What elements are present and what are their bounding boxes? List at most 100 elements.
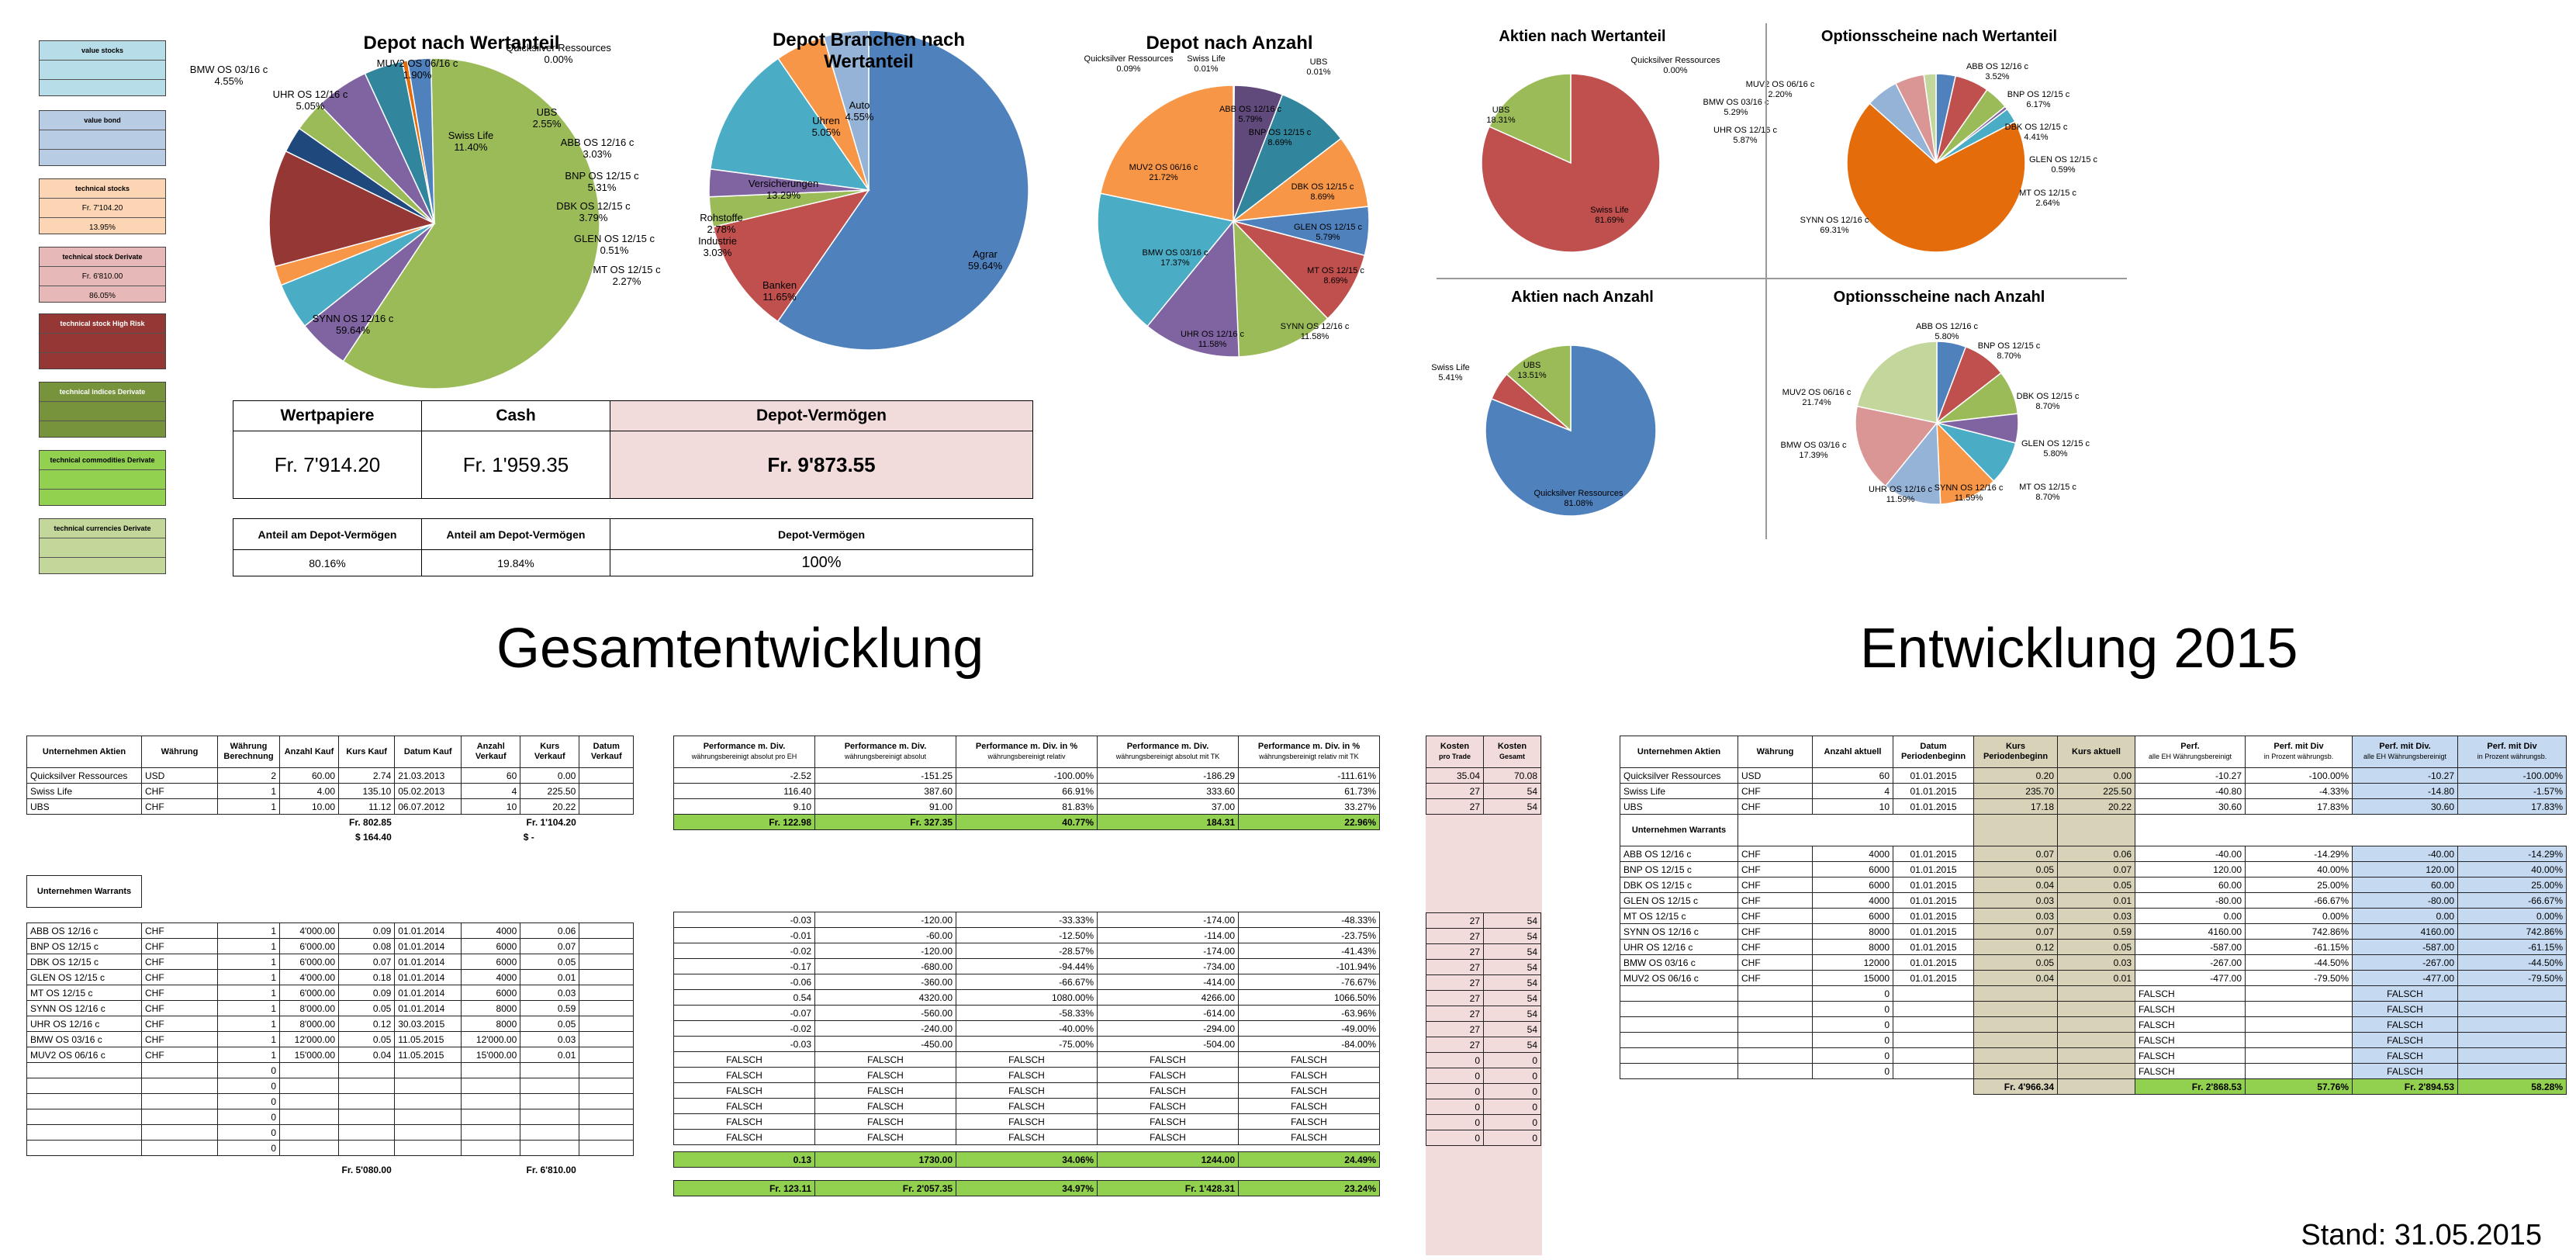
table-row: 27 54 [1426, 990, 1541, 1006]
table-cell: 01.01.2014 [394, 938, 462, 954]
pie-label: BMW OS 03/16 c 17.37% [1143, 248, 1208, 268]
table-cell: -1.57% [2457, 783, 2567, 799]
table-row: Fr. 802.85 Fr. 1'104.20 [27, 815, 634, 830]
table-cell: -560.00 [814, 1005, 956, 1021]
table-cell: FALSCH [956, 1051, 1098, 1068]
pie-label-value: 0.09% [1116, 64, 1141, 74]
table-cell: CHF [141, 969, 218, 985]
table-cell [461, 1062, 521, 1078]
table-row: 0 [1620, 1001, 2135, 1017]
pie-label: DBK OS 12/15 c 8.69% [1291, 182, 1354, 202]
table-cell: 17.18 [1973, 798, 2058, 815]
table-cell: 15'000.00 [461, 1047, 521, 1063]
table-cell: 1 [217, 938, 280, 954]
table-row: BMW OS 03/16 c CHF 1 12'000.00 0.05 11.05.201… [26, 1031, 634, 1047]
table-cell: 27 [1426, 912, 1484, 929]
table-cell: Perf. mit Div. alle EH Währungsbereinigt [2352, 736, 2458, 768]
table-cell: FALSCH [1238, 1113, 1380, 1130]
spacer-cell [520, 1156, 579, 1163]
table-cell: MUV2 OS 06/16 c [26, 1047, 142, 1063]
pie-label-value: 2.20% [1768, 90, 1793, 99]
table-cell [520, 1093, 580, 1109]
table-cell [461, 1140, 521, 1156]
table-cell: 27 [1426, 974, 1484, 991]
table-cell: -48.33% [1238, 912, 1380, 928]
table-row: 60.00 25.00% 60.00 25.00% [2135, 877, 2567, 893]
table-cell: ABB OS 12/16 c [1620, 846, 1738, 862]
table-cell: 4160.00 [2352, 923, 2458, 940]
table-cell [579, 829, 634, 844]
summary-sub-value: 19.84% [421, 549, 610, 576]
pie-label-value: 5.31% [587, 182, 617, 193]
pie-label-value: 8.69% [1310, 192, 1335, 202]
table-cell: FALSCH [956, 1082, 1098, 1099]
table-cell: 35.04 [1426, 767, 1484, 784]
table-cell [2245, 1047, 2353, 1064]
table-cell: FALSCH [814, 1051, 956, 1068]
summary-value-cash: Fr. 1'959.35 [421, 431, 610, 499]
table-cell: CHF [1738, 798, 1813, 815]
legend-value [40, 149, 165, 168]
table-cell [2057, 1047, 2135, 1064]
table-cell: 0 [1426, 1114, 1484, 1130]
pie-label-value: 2.64% [2035, 199, 2060, 208]
pie-chart [1481, 73, 1661, 253]
table-cell: -10.27 [2135, 767, 2246, 784]
table-cell: Kurs Verkauf [520, 736, 580, 768]
pie-label-value: 5.05% [296, 100, 325, 112]
table-cell: -294.00 [1097, 1020, 1239, 1037]
table-cell: Swiss Life [1620, 783, 1738, 799]
table-cell: 05.02.2013 [394, 783, 462, 799]
table-row: -0.06 -360.00 -66.67% -414.00 -76.67% [673, 974, 1380, 990]
table-cell: 11.05.2015 [394, 1047, 462, 1063]
table-row: 27 54 [1426, 974, 1541, 991]
table-row: MUV2 OS 06/16 c CHF 15000 01.01.2015 0.04 0.0… [1620, 970, 2135, 986]
pie-label: DBK OS 12/15 c 8.70% [2017, 392, 2080, 412]
table-cell [1738, 1016, 1813, 1033]
table-cell: 0 [1426, 1052, 1484, 1068]
table-cell: 4000 [1812, 846, 1893, 862]
table-cell [27, 829, 142, 844]
table-cell: CHF [141, 1016, 218, 1032]
table-row: 116.40 387.60 66.91% 333.60 61.73% [673, 783, 1380, 799]
table-cell: 6000 [461, 938, 521, 954]
table-cell [461, 1093, 521, 1109]
table-cell: -84.00% [1238, 1036, 1380, 1052]
table-cell [1738, 1032, 1813, 1048]
table-cell: -0.03 [673, 1036, 815, 1052]
legend-value [40, 421, 165, 440]
table-row: 0 [1620, 1047, 2135, 1064]
pie-slice [1232, 93, 1342, 223]
table-cell: -44.50% [2457, 954, 2567, 971]
table-cell: 0.03 [1973, 908, 2058, 924]
spacer-cell [2353, 815, 2458, 846]
legend-value [40, 557, 165, 576]
table-cell [142, 829, 218, 844]
table-cell: 70.08 [1483, 767, 1541, 784]
legend-item: technical indices Derivate [39, 382, 166, 438]
table-cell: -66.67% [2457, 892, 2567, 909]
legend-title: technical indices Derivate [59, 388, 146, 396]
pie-label-name: BNP OS 12/15 c [2007, 90, 2070, 99]
legend-value [40, 401, 165, 421]
table-cell [520, 1078, 580, 1094]
table-cell: 58.28% [2457, 1078, 2567, 1095]
table-cell [2057, 1032, 2135, 1048]
pie-label: MT OS 12/15 c 2.27% [593, 264, 660, 287]
table-cell [2245, 985, 2353, 1002]
table-row: 30.60 17.83% 30.60 17.83% [2135, 798, 2567, 815]
table-cell: -450.00 [814, 1036, 956, 1052]
pie-label: MT OS 12/15 c 2.64% [2019, 189, 2076, 209]
pie-label-name: UHR OS 12/16 c [1713, 126, 1777, 135]
table-cell: BMW OS 03/16 c [26, 1031, 142, 1047]
pie-label: Swiss Life 0.01% [1187, 54, 1226, 74]
table-cell: -240.00 [814, 1020, 956, 1037]
table-cell: 6'000.00 [279, 938, 339, 954]
table-cell [579, 1140, 634, 1156]
table-cell: FALSCH [2135, 1032, 2246, 1048]
table-row: 0 [1620, 1016, 2135, 1033]
legend-title: technical stocks [74, 185, 130, 192]
table-cell: FALSCH [1238, 1082, 1380, 1099]
pie-label-name: Quicksilver Ressources [506, 42, 611, 54]
